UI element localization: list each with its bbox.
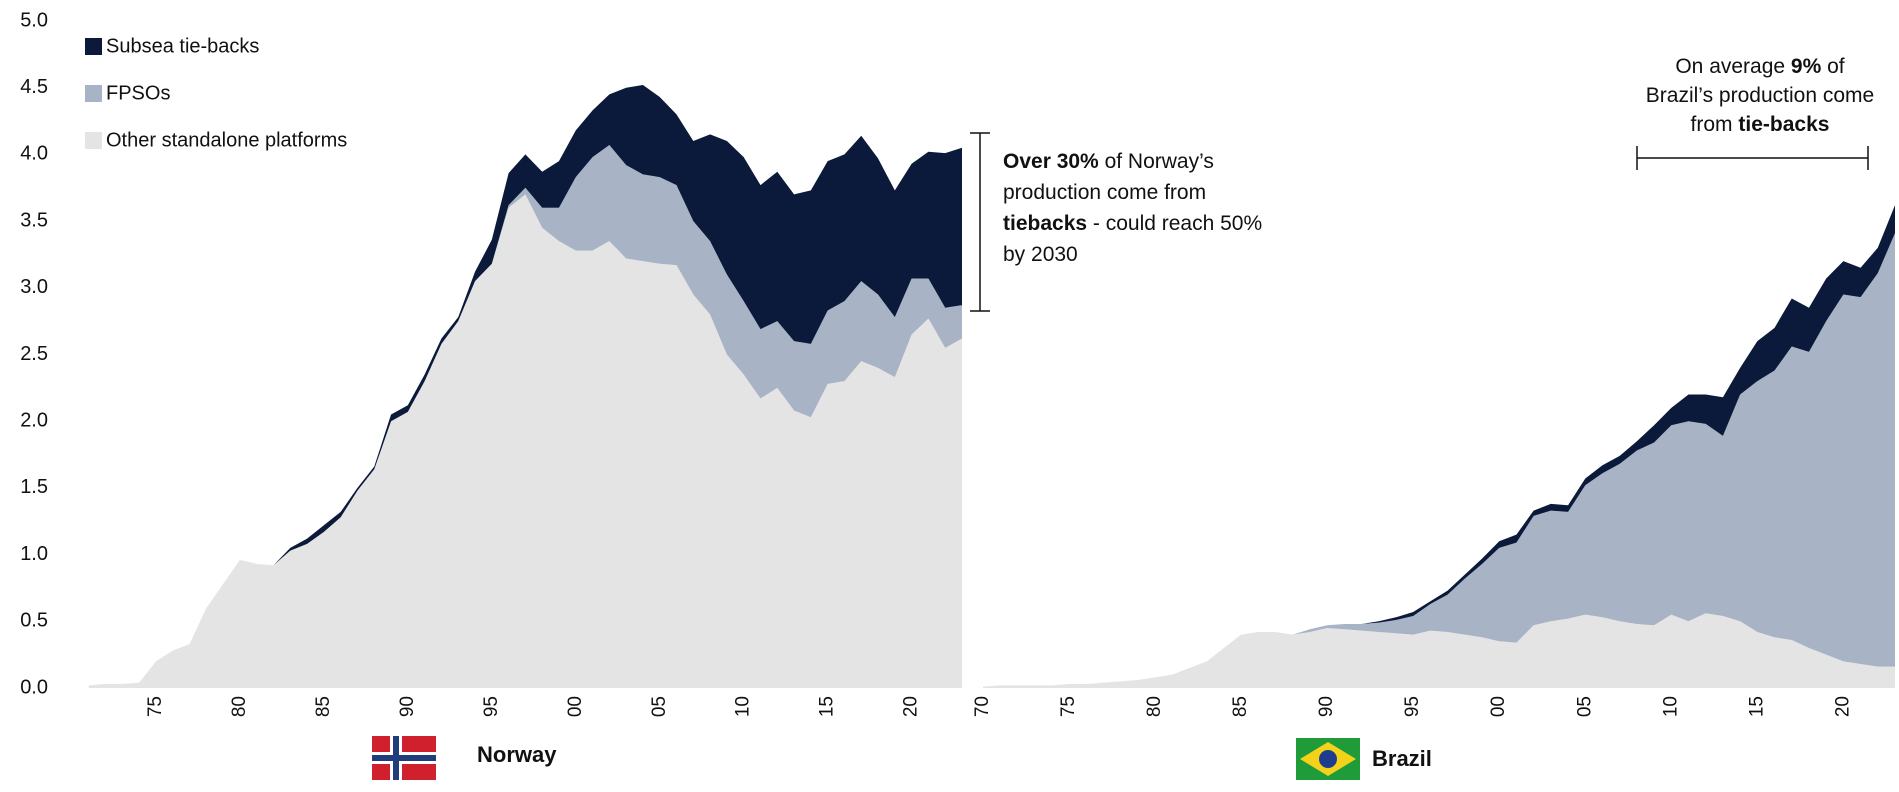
- x-tick-label: 90: [397, 696, 418, 717]
- legend-swatch: [85, 85, 102, 102]
- y-tick-label: 4.0: [20, 143, 48, 165]
- x-tick-label: 75: [1058, 696, 1079, 717]
- legend-swatch: [85, 38, 102, 55]
- area: [88, 194, 962, 689]
- country-label: Norway: [477, 742, 557, 767]
- x-tick-label: 75: [145, 696, 166, 717]
- x-tick-label: 20: [901, 696, 922, 717]
- x-tick-label: 80: [229, 696, 250, 717]
- x-tick-label: 95: [1402, 696, 1423, 717]
- x-tick-label: 00: [1488, 696, 1509, 717]
- annotation-text: tiebacks: [1003, 212, 1088, 235]
- x-tick-label: 20: [1832, 696, 1853, 717]
- annotation-text: Over 30%: [1003, 150, 1099, 173]
- x-tick-label: 90: [1316, 696, 1337, 717]
- annotation-text: On average: [1675, 55, 1791, 78]
- legend: Subsea tie-backs FPSOs Other standalone …: [85, 35, 347, 151]
- country-label: Brazil: [1372, 746, 1432, 771]
- legend-label: Subsea tie-backs: [106, 35, 259, 57]
- bracket: [970, 132, 990, 312]
- panel-gap: [962, 10, 983, 700]
- y-tick-label: 0.5: [20, 610, 48, 632]
- area: [88, 85, 962, 686]
- annotation-text: of Norway’s production come from: [1003, 150, 1214, 204]
- x-tick-label: 70: [972, 696, 993, 717]
- y-tick-label: 1.0: [20, 543, 48, 565]
- y-tick-label: 1.5: [20, 476, 48, 498]
- legend-label: FPSOs: [106, 82, 170, 104]
- areas: [88, 85, 1895, 689]
- y-tick-label: 5.0: [20, 9, 48, 31]
- annotation-text: tie-backs: [1738, 113, 1830, 136]
- x-tick-label: 00: [565, 696, 586, 717]
- x-tick-label: 05: [1574, 696, 1595, 717]
- bracket: [1636, 146, 1869, 170]
- x-tick-label: 10: [733, 696, 754, 717]
- annotation-text: - could reach 50% by 2030: [1003, 212, 1263, 266]
- annotation: Over 30% of Norway’s production come fro…: [1003, 146, 1278, 270]
- flag-norway: [372, 736, 436, 780]
- x-tick-label: 85: [1230, 696, 1251, 717]
- x-tick-label: 95: [481, 696, 502, 717]
- y-tick-label: 2.0: [20, 409, 48, 431]
- x-tick-label: 15: [1746, 696, 1767, 717]
- x-tick-label: 10: [1660, 696, 1681, 717]
- area: [983, 233, 1895, 687]
- y-tick-label: 3.0: [20, 276, 48, 298]
- legend-label: Other standalone platforms: [106, 129, 347, 151]
- flag-brazil: [1296, 738, 1360, 780]
- y-tick-label: 2.5: [20, 343, 48, 365]
- legend-swatch: [85, 132, 102, 149]
- annotation: On average 9% of Brazil’s production com…: [1640, 52, 1880, 139]
- y-tick-label: 0.0: [20, 676, 48, 698]
- x-tick-label: 05: [649, 696, 670, 717]
- annotation-text: 9%: [1790, 55, 1822, 78]
- y-tick-label: 4.5: [20, 76, 48, 98]
- y-tick-label: 3.5: [20, 209, 48, 231]
- x-tick-label: 80: [1144, 696, 1165, 717]
- x-tick-label: 15: [817, 696, 838, 717]
- x-tick-label: 85: [313, 696, 334, 717]
- area: [983, 613, 1895, 688]
- annotation-text: of Brazil’s production come from: [1645, 55, 1875, 136]
